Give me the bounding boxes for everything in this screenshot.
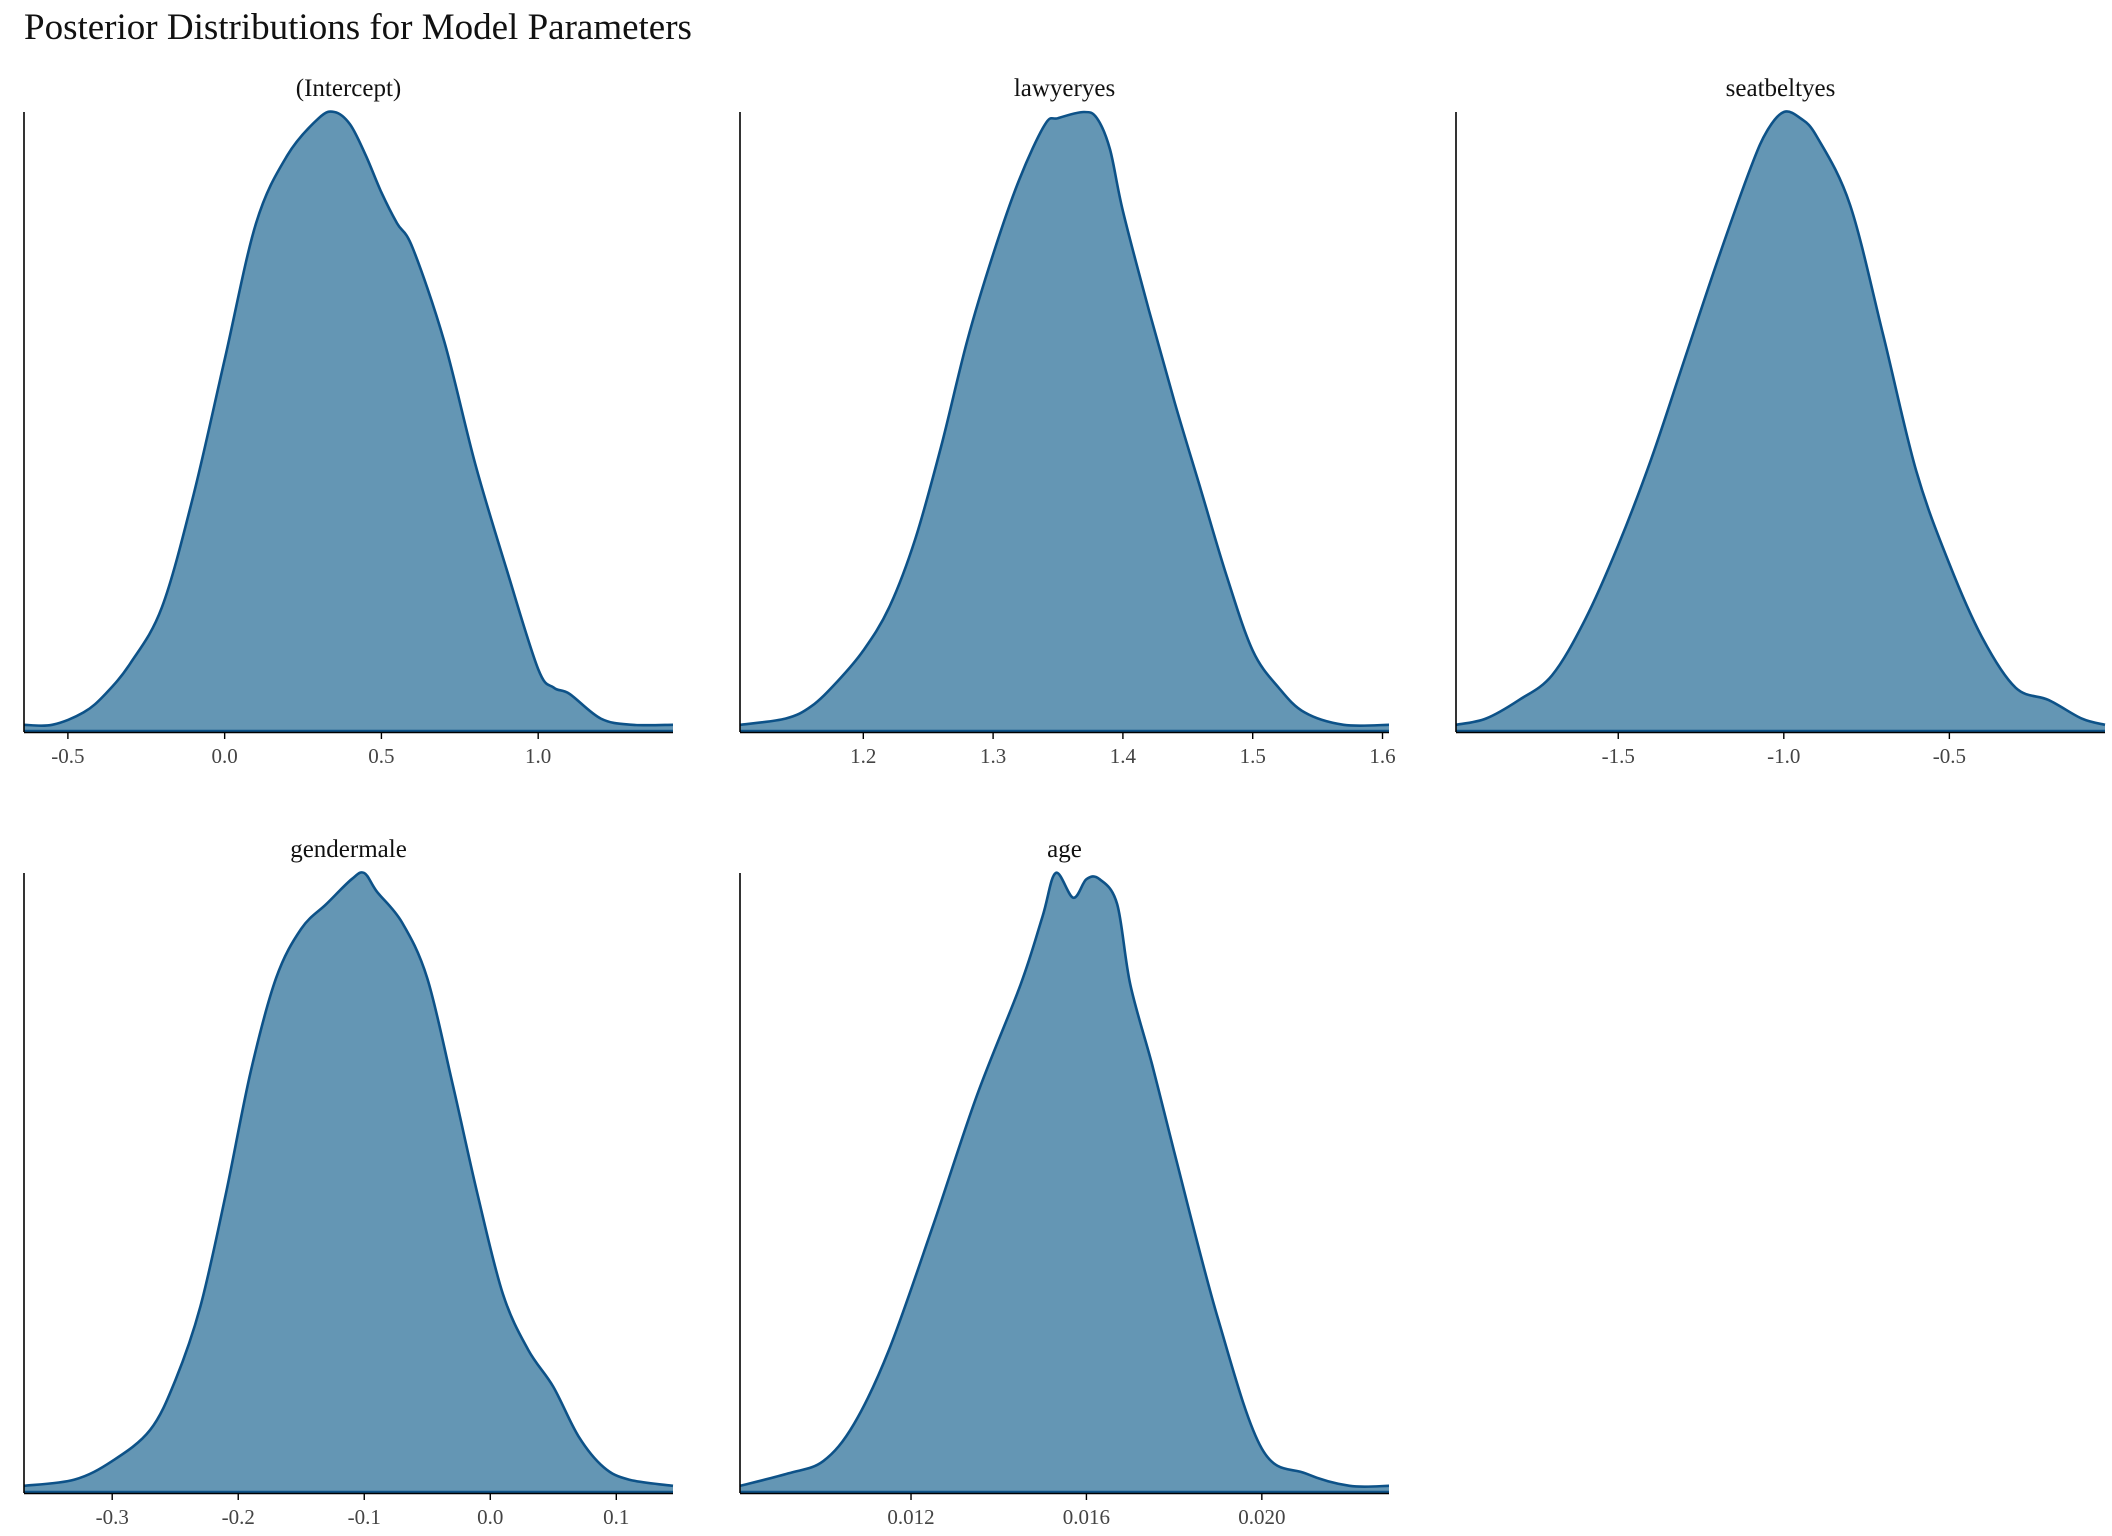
density-line <box>739 110 1390 728</box>
figure-title: Posterior Distributions for Model Parame… <box>24 7 692 48</box>
panel-title: age <box>1047 836 1082 863</box>
x-tick-label: 1.4 <box>1110 744 1137 768</box>
x-tick-label: -0.1 <box>348 1505 381 1529</box>
x-tick-label: 0.0 <box>212 744 238 768</box>
x-tick-label: 1.2 <box>850 744 876 768</box>
panel-2: -1.5 -1.0 -0.5 seatbeltyes <box>1455 75 2106 768</box>
density-area <box>24 111 673 732</box>
density-area <box>24 872 673 1492</box>
x-tick-label: 1.0 <box>525 744 551 768</box>
x-tick-label: 0.012 <box>887 1505 934 1529</box>
x-tick-label: 0.020 <box>1238 1505 1285 1529</box>
x-tick-label: 1.5 <box>1240 744 1266 768</box>
panel-title: lawyeryes <box>1014 75 1115 102</box>
panel-3: -0.3 -0.2 -0.1 0.0 0.1 gendermale <box>23 836 674 1529</box>
density-area <box>1456 111 2105 731</box>
density-line <box>23 110 674 728</box>
density-area <box>740 872 1389 1492</box>
panel-title: gendermale <box>290 836 407 863</box>
x-tick-label: -0.2 <box>222 1505 255 1529</box>
density-line <box>1455 110 2106 727</box>
x-tick-label: -0.5 <box>1933 744 1966 768</box>
x-tick-label: -0.5 <box>51 744 84 768</box>
x-tick-label: -0.3 <box>96 1505 129 1529</box>
x-tick-label: 0.0 <box>477 1505 503 1529</box>
panel-1: 1.2 1.3 1.4 1.5 1.6 lawyeryes <box>739 75 1396 768</box>
panel-4: 0.012 0.016 0.020 age <box>739 836 1390 1529</box>
x-tick-label: 1.3 <box>980 744 1006 768</box>
x-tick-label: -1.0 <box>1767 744 1800 768</box>
x-tick-label: 0.5 <box>368 744 394 768</box>
density-area <box>740 112 1389 731</box>
x-tick-label: 0.1 <box>603 1505 629 1529</box>
panel-0: -0.5 0.0 0.5 1.0 (Intercept) <box>23 75 674 768</box>
density-line <box>739 871 1390 1489</box>
panel-title: seatbeltyes <box>1726 75 1836 102</box>
x-tick-label: 0.016 <box>1063 1505 1110 1529</box>
x-tick-label: -1.5 <box>1602 744 1635 768</box>
density-line <box>23 871 674 1488</box>
x-tick-label: 1.6 <box>1369 744 1395 768</box>
panel-title: (Intercept) <box>296 75 401 102</box>
